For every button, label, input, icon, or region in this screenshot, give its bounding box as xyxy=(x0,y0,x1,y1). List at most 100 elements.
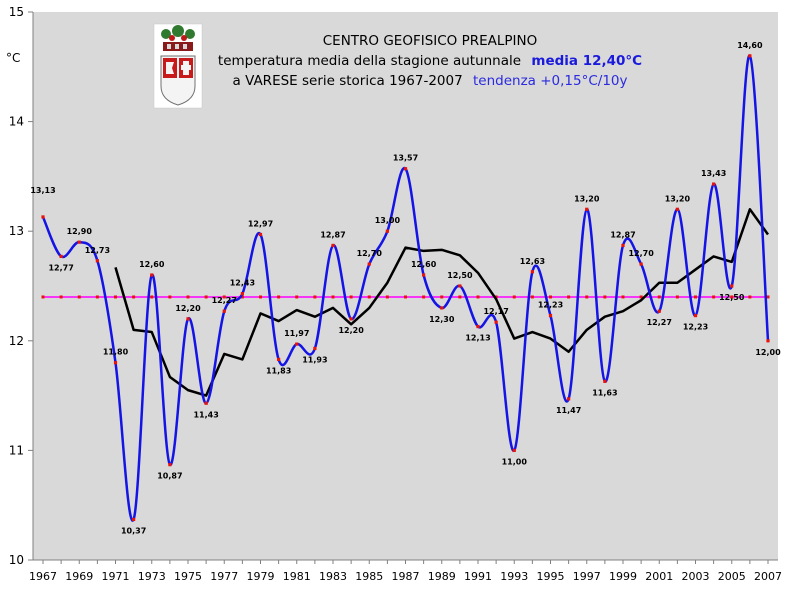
data-point xyxy=(494,320,498,324)
mean-marker xyxy=(549,295,552,299)
y-tick-label: 10 xyxy=(9,553,24,567)
mean-marker xyxy=(331,295,335,299)
mean-marker xyxy=(41,295,45,299)
x-tick-label: 2003 xyxy=(682,570,710,583)
data-point xyxy=(748,54,752,58)
data-label: 12,87 xyxy=(610,230,635,239)
x-tick-label: 1989 xyxy=(428,570,456,583)
y-tick-label: 14 xyxy=(9,115,24,129)
data-point xyxy=(113,361,118,365)
x-tick-label: 1995 xyxy=(537,570,565,583)
chart-subtitle-line2: a VARESE serie storica 1967-2007 tendenz… xyxy=(233,73,628,89)
mean-marker xyxy=(367,295,371,299)
subtitle-text-1: temperatura media della stagione autunna… xyxy=(218,53,521,69)
data-point xyxy=(258,232,263,237)
data-label: 12,87 xyxy=(320,230,345,239)
data-label: 12,23 xyxy=(538,301,563,310)
x-tick-label: 1971 xyxy=(102,570,130,583)
x-tick-label: 1975 xyxy=(174,570,202,583)
mean-marker xyxy=(766,295,770,299)
mean-marker xyxy=(458,295,462,299)
x-tick-label: 1997 xyxy=(573,570,601,583)
data-label: 13,00 xyxy=(375,216,401,225)
chart-subtitle-line1: temperatura media della stagione autunna… xyxy=(218,53,642,69)
mean-marker xyxy=(168,295,172,299)
x-tick-label: 1987 xyxy=(392,570,420,583)
mean-marker xyxy=(603,295,607,299)
data-point xyxy=(295,342,299,346)
x-tick-label: 1991 xyxy=(464,570,492,583)
subtitle-mean: media 12,40°C xyxy=(531,53,642,69)
data-point xyxy=(150,273,154,277)
subtitle-text-2: a VARESE serie storica 1967-2007 xyxy=(233,73,463,89)
plot-background xyxy=(33,12,778,560)
data-point xyxy=(766,339,770,343)
data-point xyxy=(712,182,716,186)
data-point xyxy=(385,229,389,233)
data-point xyxy=(331,243,335,248)
x-tick-label: 1967 xyxy=(29,570,57,583)
data-label: 12,30 xyxy=(429,315,455,324)
data-point xyxy=(530,270,534,274)
mean-marker xyxy=(295,295,299,299)
mean-marker xyxy=(675,295,679,299)
data-point xyxy=(240,292,244,296)
data-label: 12,60 xyxy=(411,260,437,269)
data-point xyxy=(41,215,45,219)
chart-title: CENTRO GEOFISICO PREALPINO xyxy=(323,33,538,49)
mean-marker xyxy=(476,295,480,299)
mean-marker xyxy=(621,295,625,299)
data-point xyxy=(440,306,444,310)
mean-marker xyxy=(59,295,63,299)
mean-marker xyxy=(114,295,117,299)
x-tick-label: 2005 xyxy=(718,570,746,583)
mean-marker xyxy=(404,295,407,299)
mean-marker xyxy=(585,295,589,299)
series-layer xyxy=(41,54,770,522)
x-tick-label: 1977 xyxy=(210,570,238,583)
data-point xyxy=(95,259,99,263)
data-label: 13,13 xyxy=(30,186,55,195)
x-tick-label: 1985 xyxy=(355,570,383,583)
x-tick-label: 1973 xyxy=(138,570,166,583)
data-label: 11,97 xyxy=(284,329,309,338)
data-label: 12,43 xyxy=(230,279,255,288)
mean-marker xyxy=(440,295,444,299)
mean-marker xyxy=(277,295,281,299)
data-point xyxy=(693,313,698,318)
x-tick-label: 1981 xyxy=(283,570,311,583)
y-tick-label: 13 xyxy=(9,224,24,238)
data-point xyxy=(403,167,408,171)
y-axis-label: °C xyxy=(6,51,20,65)
varese-coat-of-arms-icon xyxy=(153,23,203,109)
data-label: 10,37 xyxy=(121,526,146,535)
x-tick-label: 1999 xyxy=(609,570,637,583)
mean-marker xyxy=(95,295,99,299)
data-label: 12,00 xyxy=(755,348,781,357)
data-point xyxy=(730,284,734,288)
mean-marker xyxy=(694,295,697,299)
data-point xyxy=(222,309,226,313)
y-tick-label: 15 xyxy=(9,5,24,19)
data-label: 11,63 xyxy=(592,388,617,397)
mean-marker xyxy=(422,295,426,299)
data-point xyxy=(77,240,81,244)
y-axis-ticks: 10 11 12 13 14 15 xyxy=(9,5,33,567)
data-point xyxy=(168,463,172,467)
data-point xyxy=(204,401,208,405)
data-point xyxy=(422,273,426,277)
x-tick-label: 2007 xyxy=(754,570,782,583)
mean-marker xyxy=(512,295,516,299)
data-point xyxy=(657,309,661,313)
data-label: 12,63 xyxy=(520,257,545,266)
data-point xyxy=(186,317,190,321)
mean-marker xyxy=(567,295,571,299)
data-label: 11,00 xyxy=(502,457,528,466)
data-point xyxy=(277,357,281,362)
mean-marker xyxy=(259,295,262,299)
data-label: 11,47 xyxy=(556,406,581,415)
mean-marker xyxy=(186,295,190,299)
data-point xyxy=(603,379,607,383)
data-point xyxy=(367,262,371,266)
